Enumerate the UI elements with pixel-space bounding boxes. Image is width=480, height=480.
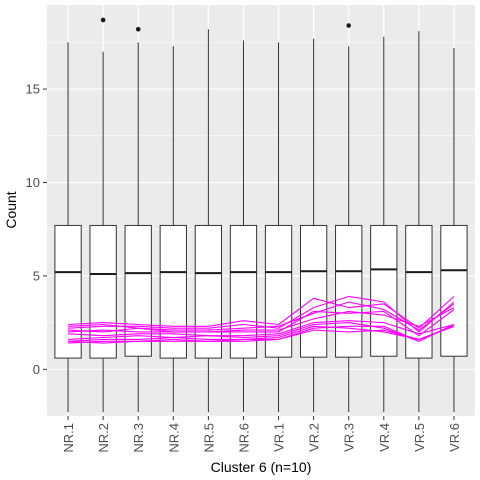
box <box>229 224 258 359</box>
x-tick-label: VR.2 <box>307 423 322 452</box>
y-tick-label: 15 <box>26 82 40 97</box>
box <box>335 224 363 358</box>
series-lines <box>67 295 455 344</box>
x-tick-label: VR.5 <box>412 423 427 452</box>
series-line <box>67 325 455 342</box>
x-tick-label: NR.4 <box>166 423 181 453</box>
series-line <box>67 307 455 333</box>
box <box>440 224 468 357</box>
x-tick-label: VR.4 <box>377 423 392 452</box>
x-axis: NR.1 NR.2 NR.3 NR.4 NR.5 NR.6 VR.1 VR.2 VR.3 VR.4… <box>61 416 462 453</box>
box <box>370 224 398 357</box>
y-axis: 0 5 10 15 <box>26 82 47 377</box>
box <box>194 224 223 359</box>
box <box>159 224 187 359</box>
x-tick-label: NR.6 <box>236 423 251 453</box>
series-line <box>67 295 455 329</box>
box <box>54 224 82 359</box>
outlier-point <box>100 17 106 23</box>
x-tick-label: NR.1 <box>61 423 76 453</box>
x-tick-label: VR.3 <box>342 423 357 452</box>
outlier-point <box>346 23 352 28</box>
series-line <box>67 320 455 337</box>
series-line <box>67 325 455 344</box>
x-tick-label: NR.2 <box>96 423 111 453</box>
outlier-point <box>135 26 141 32</box>
series-line <box>67 295 455 333</box>
x-tick-label: NR.3 <box>131 423 146 453</box>
y-tick-label: 10 <box>26 175 40 190</box>
y-tick-label: 5 <box>33 268 40 283</box>
x-tick-label: VR.6 <box>447 423 462 452</box>
plot-panel <box>47 5 475 416</box>
series-line <box>67 301 455 331</box>
series-line <box>67 309 455 337</box>
x-axis-title: Cluster 6 (n=10) <box>211 459 312 475</box>
x-tick-label: VR.1 <box>272 423 287 452</box>
x-tick-label: NR.5 <box>201 423 216 453</box>
series-line <box>67 322 455 342</box>
y-tick-label: 0 <box>33 362 40 377</box>
boxes <box>54 17 468 413</box>
box <box>299 224 328 358</box>
y-axis-title: Count <box>3 191 19 228</box>
